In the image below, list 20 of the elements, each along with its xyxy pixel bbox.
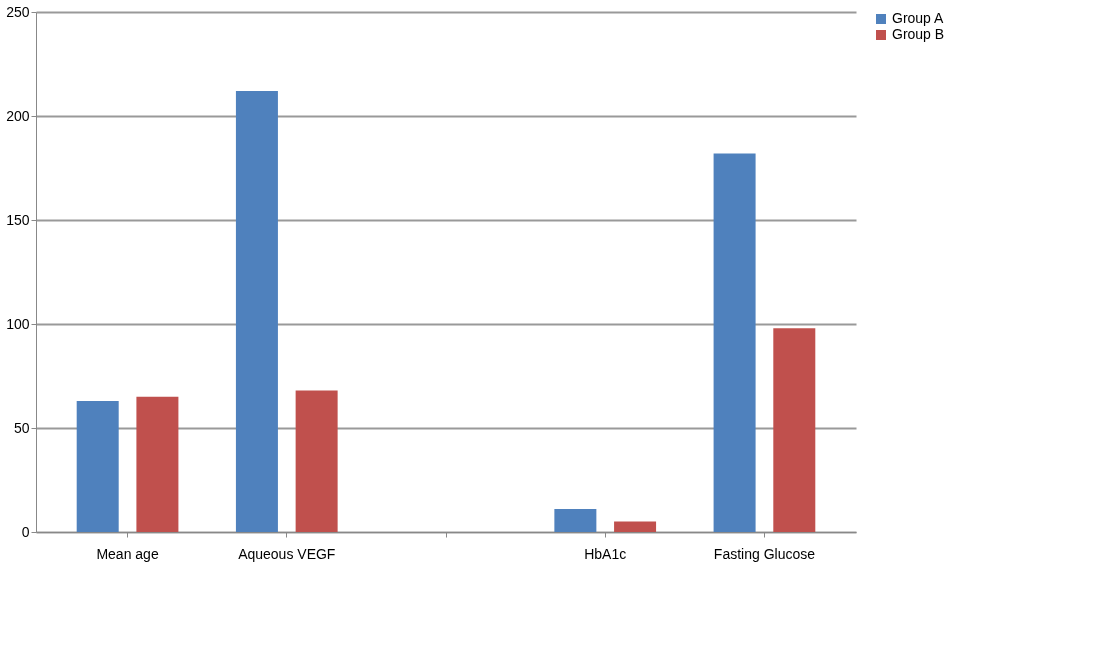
y-tick-label: 50 [13,419,30,436]
y-tick-label: 250 [6,3,30,20]
bar [76,400,119,532]
x-tick-label: Aqueous VEGF [238,545,336,562]
bar [713,153,756,532]
bar [295,390,338,532]
legend-label: Group A [892,10,945,26]
bar [614,521,657,532]
bar [235,91,278,532]
y-tick-label: 200 [6,107,30,124]
legend-label: Group B [892,26,945,42]
x-tick-label: HbA1c [584,545,627,562]
y-tick-label: 0 [21,523,30,540]
x-tick-label: Fasting Glucose [713,545,816,562]
bar [773,328,816,532]
y-tick-label: 100 [6,315,30,332]
x-tick-label: Mean age [96,545,159,562]
bar [136,396,179,532]
bar [554,509,597,532]
y-tick-label: 150 [6,211,30,228]
